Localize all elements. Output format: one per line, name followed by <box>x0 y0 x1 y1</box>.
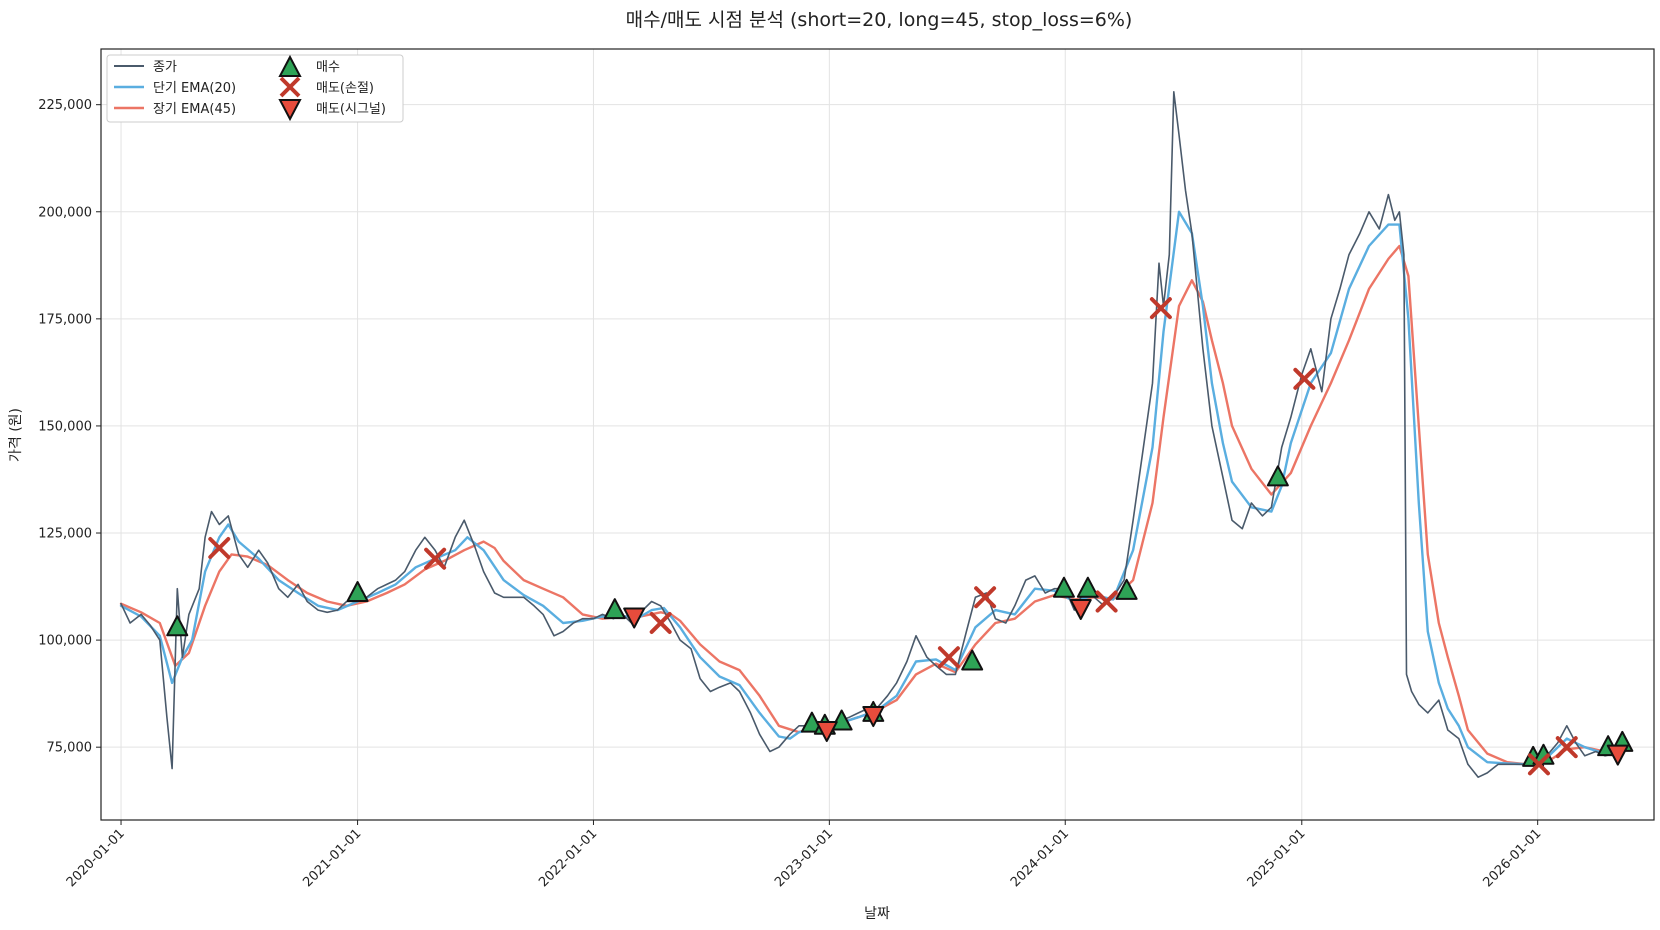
x-tick-label-1: 2021-01-01 <box>300 826 364 890</box>
buy-marker-2 <box>603 598 626 620</box>
y-tick-label-1: 100,000 <box>38 634 92 649</box>
marker-layer <box>166 297 1634 776</box>
sell-stop-marker-3 <box>937 646 960 669</box>
legend-label-buy: 매수 <box>316 60 340 75</box>
y-axis-label: 가격 (원) <box>8 408 24 462</box>
buy-marker-5 <box>830 709 853 731</box>
sell-stop-marker-6 <box>1149 297 1172 320</box>
legend-label-ema-long: 장기 EMA(45) <box>153 102 236 117</box>
x-axis: 2020-01-01 2021-01-01 2022-01-01 2023-01-01… <box>64 820 1544 890</box>
buy-marker-1 <box>346 580 369 602</box>
sell-stop-marker-4 <box>974 586 997 609</box>
y-tick-label-4: 175,000 <box>38 312 92 327</box>
x-axis-label: 날짜 <box>864 906 890 922</box>
sell-stop-marker-1 <box>424 547 447 570</box>
legend-label-sell-stop: 매도(손절) <box>316 81 374 96</box>
x-tick-label-0: 2020-01-01 <box>64 826 128 890</box>
x-tick-label-4: 2024-01-01 <box>1008 826 1072 890</box>
sell-stop-marker-8 <box>1527 753 1550 776</box>
legend-marker-sell-signal <box>278 99 302 122</box>
y-tick-label-3: 150,000 <box>38 419 92 434</box>
x-tick-label-5: 2025-01-01 <box>1245 826 1309 890</box>
plot-frame <box>100 48 1655 821</box>
sell-stop-marker-9 <box>1555 736 1578 759</box>
legend-label-ema-short: 단기 EMA(20) <box>153 81 236 96</box>
y-tick-label-0: 75,000 <box>47 741 93 756</box>
sell-signal-marker-1 <box>815 721 838 743</box>
sell-signal-marker-2 <box>862 706 885 728</box>
buy-marker-10 <box>1115 578 1138 600</box>
sell-stop-marker-5 <box>1095 590 1118 613</box>
y-tick-label-5: 200,000 <box>38 205 92 220</box>
legend-label-sell-signal: 매도(시그널) <box>316 102 386 117</box>
y-axis: 75,000 100,000 125,000 150,000 175,000 200,00… <box>38 98 101 756</box>
x-tick-label-3: 2023-01-01 <box>772 826 836 890</box>
sell-stop-marker-2 <box>649 611 672 634</box>
series-layer <box>119 91 1623 778</box>
legend: 종가 단기 EMA(20) 장기 EMA(45) 매수 매도(손절) 매도(시그… <box>106 54 404 123</box>
y-tick-label-6: 225,000 <box>38 98 92 113</box>
buy-marker-9 <box>1076 576 1099 598</box>
sell-signal-marker-0 <box>623 607 646 629</box>
close-price-line <box>120 91 1622 778</box>
sell-signal-marker-4 <box>1606 744 1629 766</box>
legend-label-close: 종가 <box>153 60 177 75</box>
buy-marker-0 <box>166 615 189 637</box>
ema-short-line <box>119 210 1623 766</box>
buy-marker-11 <box>1266 465 1289 487</box>
x-tick-label-2: 2022-01-01 <box>536 826 600 890</box>
sell-signal-marker-3 <box>1069 598 1092 620</box>
y-tick-label-2: 125,000 <box>38 527 92 542</box>
buy-marker-8 <box>1052 576 1075 598</box>
legend-box <box>106 54 404 123</box>
legend-marker-sell-stop <box>279 76 301 98</box>
buy-marker-7 <box>961 649 984 671</box>
sell-stop-marker-7 <box>1293 367 1316 390</box>
sell-stop-marker-0 <box>208 537 231 560</box>
chart-title: 매수/매도 시점 분석 (short=20, long=45, stop_los… <box>626 9 1133 31</box>
ema-long-line <box>119 244 1623 766</box>
legend-marker-buy <box>278 54 302 77</box>
x-tick-label-6: 2026-01-01 <box>1480 826 1544 890</box>
grid <box>101 49 1654 820</box>
